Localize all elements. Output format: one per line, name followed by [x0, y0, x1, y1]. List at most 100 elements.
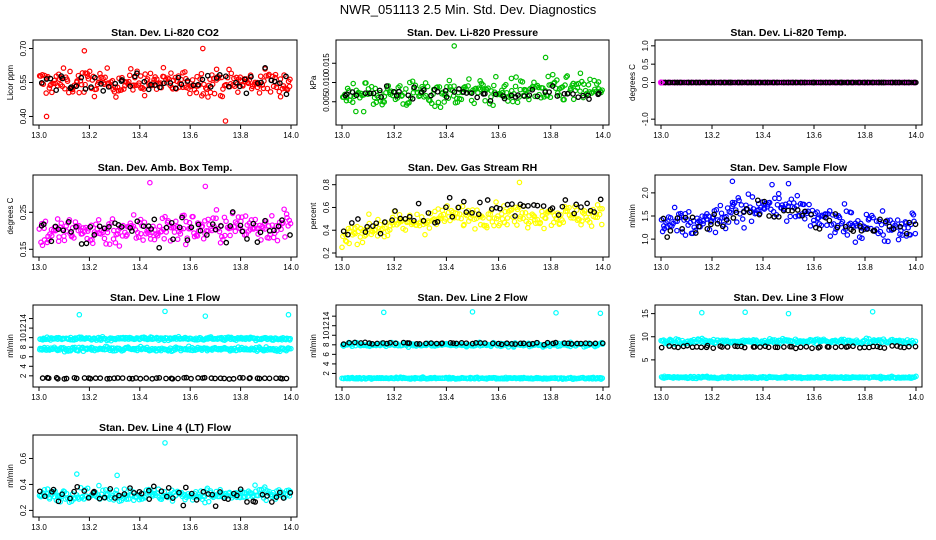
reference-point — [156, 244, 163, 251]
series-point — [126, 72, 133, 79]
reference-point — [761, 198, 768, 205]
series-point — [527, 218, 534, 225]
reference-point — [184, 237, 191, 243]
x-tick-label: 13.2 — [704, 131, 720, 140]
reference-point — [153, 375, 160, 381]
series-point — [366, 211, 372, 217]
outlier-point — [380, 309, 387, 316]
series-point — [354, 241, 361, 248]
series-point — [879, 208, 886, 214]
series-point — [841, 201, 848, 207]
reference-point — [146, 496, 153, 502]
reference-point — [74, 483, 81, 490]
series-point — [346, 240, 352, 247]
series-point — [451, 83, 457, 89]
series-point — [428, 100, 435, 107]
reference-point — [373, 220, 380, 227]
series-point — [142, 71, 148, 77]
x-tick-label: 13.2 — [82, 393, 98, 402]
reference-point — [279, 217, 285, 223]
x-tick-label: 14.0 — [908, 131, 924, 140]
reference-point — [63, 375, 70, 382]
x-tick-label: 14.0 — [595, 131, 611, 140]
y-tick-label: 0.15 — [19, 241, 28, 257]
plot-frame — [654, 304, 923, 388]
reference-point — [434, 88, 441, 95]
series-point — [262, 226, 268, 232]
series-point — [283, 211, 290, 217]
x-tick-label: 13.2 — [82, 263, 98, 272]
series-point — [770, 208, 777, 215]
reference-point — [723, 217, 730, 223]
reference-point — [689, 214, 696, 221]
series-point — [381, 233, 388, 240]
reference-point — [393, 93, 400, 99]
figure-title: NWR_051113 2.5 Min. Std. Dev. Diagnostic… — [340, 2, 597, 17]
data-points — [339, 179, 605, 251]
series-point — [570, 96, 577, 103]
reference-point — [234, 492, 240, 499]
reference-point — [391, 88, 397, 95]
chart-title: Stan. Dev. Li-820 Temp. — [730, 27, 846, 39]
series-point — [190, 213, 196, 220]
x-tick-label: 13.0 — [31, 393, 47, 402]
series-point — [717, 202, 724, 209]
reference-point — [599, 340, 606, 347]
series-point — [140, 237, 146, 243]
reference-point — [570, 91, 576, 97]
y-tick-label: 0.4 — [322, 224, 331, 236]
x-tick-label: 13.4 — [132, 393, 148, 402]
reference-point — [163, 224, 170, 231]
reference-point — [850, 228, 857, 234]
reference-point — [366, 340, 373, 346]
reference-point — [96, 495, 103, 502]
reference-point — [370, 90, 377, 97]
series-point — [493, 199, 499, 205]
reference-point — [105, 83, 112, 90]
reference-point — [383, 83, 390, 89]
series-point — [64, 78, 71, 84]
reference-point — [345, 231, 351, 238]
series-point — [514, 99, 521, 106]
reference-point — [468, 90, 475, 96]
series-point — [54, 216, 61, 222]
reference-point — [406, 213, 413, 220]
series-point — [67, 336, 74, 343]
reference-point — [571, 210, 578, 217]
series-point — [217, 486, 224, 493]
reference-point — [223, 239, 230, 246]
series-point — [844, 232, 851, 238]
series-point — [679, 229, 686, 235]
reference-point — [195, 81, 201, 88]
series-point — [409, 78, 416, 85]
series-point — [504, 221, 510, 228]
series-point — [766, 199, 773, 206]
outlier-point — [114, 472, 120, 479]
y-axis-label: degrees C — [6, 197, 15, 234]
series-point — [461, 221, 467, 228]
series-point — [513, 74, 519, 80]
reference-point — [236, 83, 243, 90]
y-tick-label: 15 — [641, 309, 650, 318]
reference-point — [213, 75, 220, 81]
reference-point — [482, 340, 488, 346]
reference-point — [98, 81, 104, 87]
reference-point — [381, 219, 388, 225]
y-tick-label: 10 — [19, 333, 28, 342]
reference-point — [68, 229, 74, 235]
reference-point — [126, 375, 133, 382]
reference-point — [118, 224, 125, 230]
reference-point — [346, 339, 353, 346]
series-point — [226, 66, 232, 73]
series-point — [541, 225, 547, 232]
y-tick-label: 2.0 — [641, 187, 650, 199]
reference-point — [515, 92, 521, 99]
reference-point — [141, 78, 148, 85]
series-point — [839, 218, 846, 225]
series-point — [848, 209, 855, 216]
reference-point — [765, 344, 772, 351]
reference-point — [808, 211, 815, 218]
reference-point — [107, 485, 114, 492]
series-point — [560, 219, 567, 226]
x-tick-label: 13.4 — [755, 263, 771, 272]
